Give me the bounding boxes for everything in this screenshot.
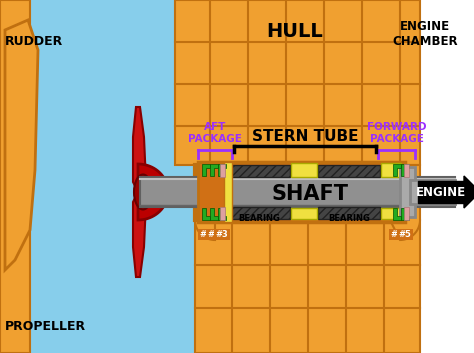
Polygon shape: [202, 164, 210, 176]
Text: STERN TUBE: STERN TUBE: [252, 129, 358, 144]
Polygon shape: [218, 164, 226, 176]
Text: HULL: HULL: [266, 22, 323, 41]
Text: #4: #4: [391, 230, 403, 239]
Polygon shape: [202, 208, 210, 220]
Bar: [224, 162, 232, 222]
Text: #1: #1: [200, 230, 212, 239]
Text: #2: #2: [208, 230, 220, 239]
Text: RUDDER: RUDDER: [5, 35, 63, 48]
Polygon shape: [401, 164, 409, 176]
Polygon shape: [5, 20, 38, 270]
Bar: [400, 167, 415, 217]
Polygon shape: [195, 165, 215, 240]
Bar: [228, 165, 290, 177]
Polygon shape: [401, 208, 409, 220]
Bar: [410, 180, 455, 204]
Polygon shape: [210, 164, 218, 176]
Bar: [318, 207, 380, 219]
Polygon shape: [393, 164, 401, 176]
Bar: [220, 164, 225, 177]
Text: #5: #5: [399, 230, 411, 239]
Text: #3: #3: [216, 230, 228, 239]
Bar: [0, 0, 30, 353]
Polygon shape: [380, 165, 420, 240]
Text: FORWARD
PACKAGE: FORWARD PACKAGE: [367, 122, 427, 144]
Polygon shape: [133, 192, 146, 277]
Bar: [198, 162, 228, 222]
Text: BEARING: BEARING: [328, 214, 370, 223]
Polygon shape: [210, 208, 218, 220]
Text: ENGINE
CHAMBER: ENGINE CHAMBER: [392, 20, 458, 48]
Bar: [291, 208, 317, 219]
Bar: [318, 165, 380, 177]
Bar: [195, 220, 420, 353]
Bar: [0, 0, 290, 353]
Ellipse shape: [134, 174, 152, 209]
Polygon shape: [393, 208, 401, 220]
Text: ENGINE: ENGINE: [416, 185, 466, 198]
Polygon shape: [218, 208, 226, 220]
Bar: [140, 177, 455, 207]
Bar: [291, 163, 317, 177]
Text: AFT
PACKAGE: AFT PACKAGE: [188, 122, 242, 144]
Text: BEARING: BEARING: [238, 214, 280, 223]
Bar: [220, 207, 225, 220]
Bar: [228, 207, 290, 219]
Text: PROPELLER: PROPELLER: [5, 320, 86, 333]
Polygon shape: [138, 164, 168, 220]
Bar: [175, 0, 420, 165]
Bar: [418, 181, 464, 203]
Bar: [198, 207, 405, 222]
Polygon shape: [464, 176, 474, 208]
Bar: [198, 162, 405, 177]
Bar: [404, 164, 409, 177]
Text: SHAFT: SHAFT: [272, 184, 348, 204]
Bar: [404, 207, 409, 220]
Bar: [381, 208, 401, 219]
Bar: [381, 163, 401, 177]
Polygon shape: [133, 107, 146, 192]
